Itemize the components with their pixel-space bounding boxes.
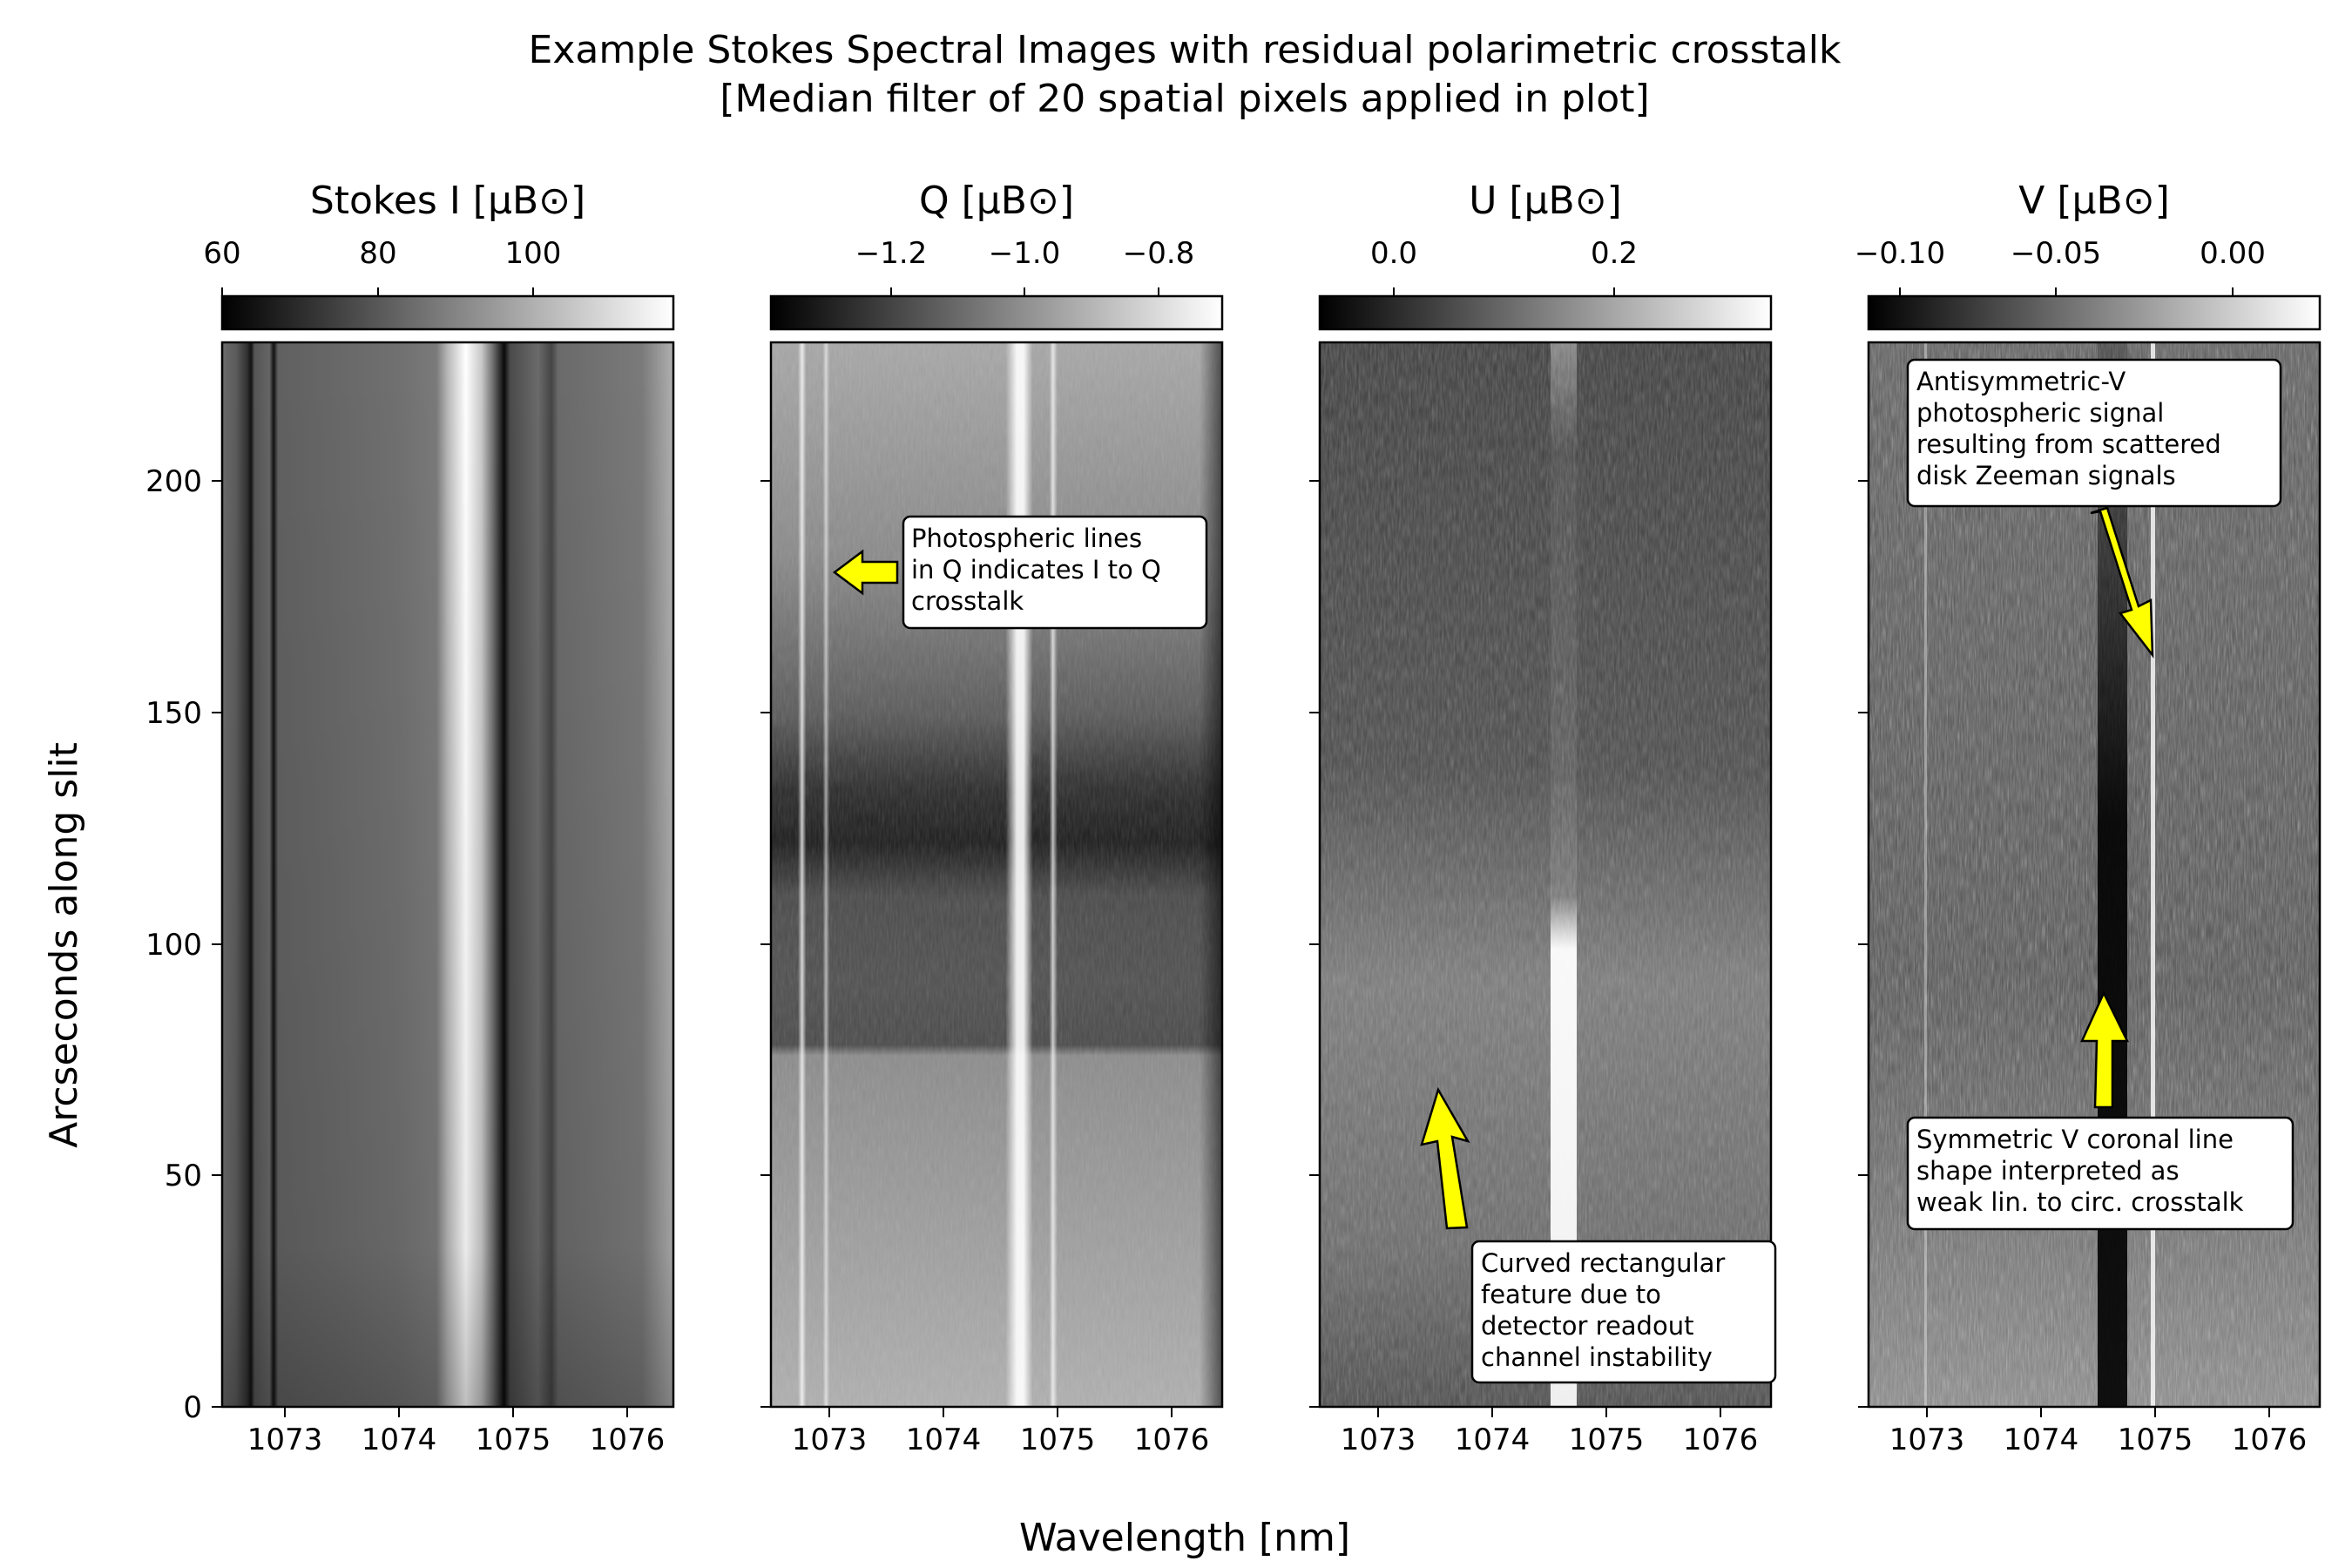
y-tick-label: 0 — [183, 1390, 202, 1425]
x-tick-label: 1074 — [906, 1423, 982, 1457]
v-annotation-top-arrow — [2090, 506, 2154, 659]
y-tick-label: 50 — [165, 1159, 202, 1193]
stokes-v-colorbar — [1867, 294, 2322, 331]
x-tick-label: 1074 — [1455, 1423, 1531, 1457]
u-annotation-line-3: detector readout — [1481, 1311, 1693, 1341]
x-ticks: 1073 1074 1075 1076 — [247, 1407, 666, 1457]
v-annotation-bottom-box — [1906, 1116, 2295, 1231]
y-ticks — [760, 480, 771, 1408]
cb-tick-label: 60 — [203, 236, 240, 271]
x-tick-label: 1073 — [1889, 1423, 1965, 1457]
v-annotation-bottom: Symmetric V coronal line shape interpret… — [1906, 990, 2295, 1231]
u-annotation: Curved rectangular feature due to detect… — [1420, 1086, 1777, 1384]
x-ticks: 1073 1074 1075 1076 — [1341, 1407, 1759, 1457]
y-tick-label: 200 — [145, 464, 202, 499]
cb-tick-label: −1.0 — [989, 236, 1061, 271]
x-tick-label: 1074 — [2004, 1423, 2079, 1457]
x-tick-label: 1075 — [1569, 1423, 1645, 1457]
x-tick-label: 1073 — [1341, 1423, 1416, 1457]
v-annotation-bottom-arrow — [2080, 990, 2130, 1109]
stokes-q-title: Q [μB⊙] — [919, 179, 1074, 223]
y-ticks — [1309, 480, 1320, 1408]
cb-tick-label: −0.10 — [1855, 236, 1945, 271]
u-annotation-line-4: channel instability — [1481, 1342, 1713, 1372]
x-axis-label: Wavelength [nm] — [1019, 1516, 1350, 1560]
stokes-u-title: U [μB⊙] — [1469, 179, 1622, 223]
stokes-q-frame — [769, 341, 1224, 1409]
q-annotation-line-1: Photospheric lines — [911, 524, 1142, 553]
x-ticks: 1073 1074 1075 1076 — [792, 1407, 1210, 1457]
stokes-u-frame — [1318, 341, 1773, 1409]
stokes-v-frame — [1867, 341, 2322, 1409]
v-annotation-top-line-1: Antisymmetric-V — [1916, 367, 2126, 396]
panel-stokes-v: V [μB⊙] −0.10 −0.05 0.00 1073 1074 1075 … — [1855, 179, 2322, 1457]
stokes-v-cb-ticks: −0.10 −0.05 0.00 — [1855, 236, 2266, 296]
x-tick-label: 1076 — [1683, 1423, 1759, 1457]
v-bright-line — [2151, 342, 2155, 1407]
stokes-q-colorbar — [769, 294, 1224, 331]
cb-tick-label: 100 — [505, 236, 562, 271]
stokes-v-title: V [μB⊙] — [2018, 179, 2169, 223]
x-tick-label: 1074 — [362, 1423, 437, 1457]
figure-title: Example Stokes Spectral Images with resi… — [529, 28, 1842, 72]
x-tick-label: 1076 — [590, 1423, 666, 1457]
x-tick-label: 1075 — [1020, 1423, 1096, 1457]
v-annotation-top-line-3: resulting from scattered — [1916, 429, 2221, 459]
u-annotation-line-1: Curved rectangular — [1481, 1248, 1725, 1278]
cb-tick-label: 80 — [359, 236, 396, 271]
q-annotation-box — [902, 515, 1208, 630]
cb-tick-label: −0.05 — [2011, 236, 2101, 271]
stokes-i-colorbar — [220, 294, 675, 331]
cb-tick-label: 0.00 — [2200, 236, 2266, 271]
cb-tick-label: −1.2 — [855, 236, 928, 271]
panel-stokes-q: Q [μB⊙] −1.2 −1.0 −0.8 1073 1074 1075 10… — [760, 179, 1224, 1457]
stokes-i-frame — [220, 341, 675, 1409]
cb-tick-label: 0.2 — [1591, 236, 1638, 271]
x-ticks: 1073 1074 1075 1076 — [1889, 1407, 2308, 1457]
panel-stokes-u: U [μB⊙] 0.0 0.2 1073 1074 1075 1076 — [1309, 179, 1777, 1457]
panel-stokes-i: Stokes I [μB⊙] 60 80 100 0 50 100 150 20… — [145, 179, 675, 1457]
x-tick-label: 1075 — [2118, 1423, 2193, 1457]
cb-tick-label: 0.0 — [1370, 236, 1417, 271]
u-annotation-arrow — [1420, 1086, 1470, 1230]
stokes-i-cb-ticks: 60 80 100 — [203, 236, 561, 296]
q-annotation: Photospheric lines in Q indicates I to Q… — [832, 515, 1208, 630]
u-annotation-box — [1470, 1240, 1777, 1384]
x-tick-label: 1073 — [792, 1423, 868, 1457]
stokes-u-cb-ticks: 0.0 0.2 — [1370, 236, 1638, 296]
u-annotation-line-2: feature due to — [1481, 1280, 1661, 1309]
v-annotation-bottom-line-2: shape interpreted as — [1916, 1156, 2180, 1186]
q-annotation-line-2: in Q indicates I to Q — [911, 555, 1161, 585]
q-annotation-arrow — [832, 549, 899, 596]
y-ticks — [1858, 480, 1869, 1408]
figure-subtitle: [Median filter of 20 spatial pixels appl… — [720, 77, 1649, 121]
v-annotation-top: Antisymmetric-V photospheric signal resu… — [1906, 358, 2282, 659]
v-annotation-bottom-line-3: weak lin. to circ. crosstalk — [1916, 1187, 2244, 1217]
cb-tick-label: −0.8 — [1123, 236, 1195, 271]
stokes-u-colorbar — [1318, 294, 1773, 331]
y-ticks: 0 50 100 150 200 — [145, 464, 222, 1425]
u-bright-line — [1551, 342, 1577, 1407]
y-axis-label: Arcseconds along slit — [42, 742, 86, 1148]
x-tick-label: 1075 — [476, 1423, 551, 1457]
x-tick-label: 1073 — [247, 1423, 323, 1457]
x-tick-label: 1076 — [2232, 1423, 2308, 1457]
stokes-i-title: Stokes I [μB⊙] — [310, 179, 585, 223]
y-tick-label: 100 — [145, 928, 202, 963]
v-annotation-top-box — [1906, 358, 2282, 508]
v-annotation-top-line-4: disk Zeeman signals — [1916, 461, 2176, 490]
x-tick-label: 1076 — [1134, 1423, 1210, 1457]
y-tick-label: 150 — [145, 696, 202, 731]
v-annotation-bottom-line-1: Symmetric V coronal line — [1916, 1125, 2234, 1154]
q-annotation-line-3: crosstalk — [911, 586, 1024, 616]
stokes-q-cb-ticks: −1.2 −1.0 −0.8 — [855, 236, 1195, 296]
v-annotation-top-line-2: photospheric signal — [1916, 398, 2164, 428]
